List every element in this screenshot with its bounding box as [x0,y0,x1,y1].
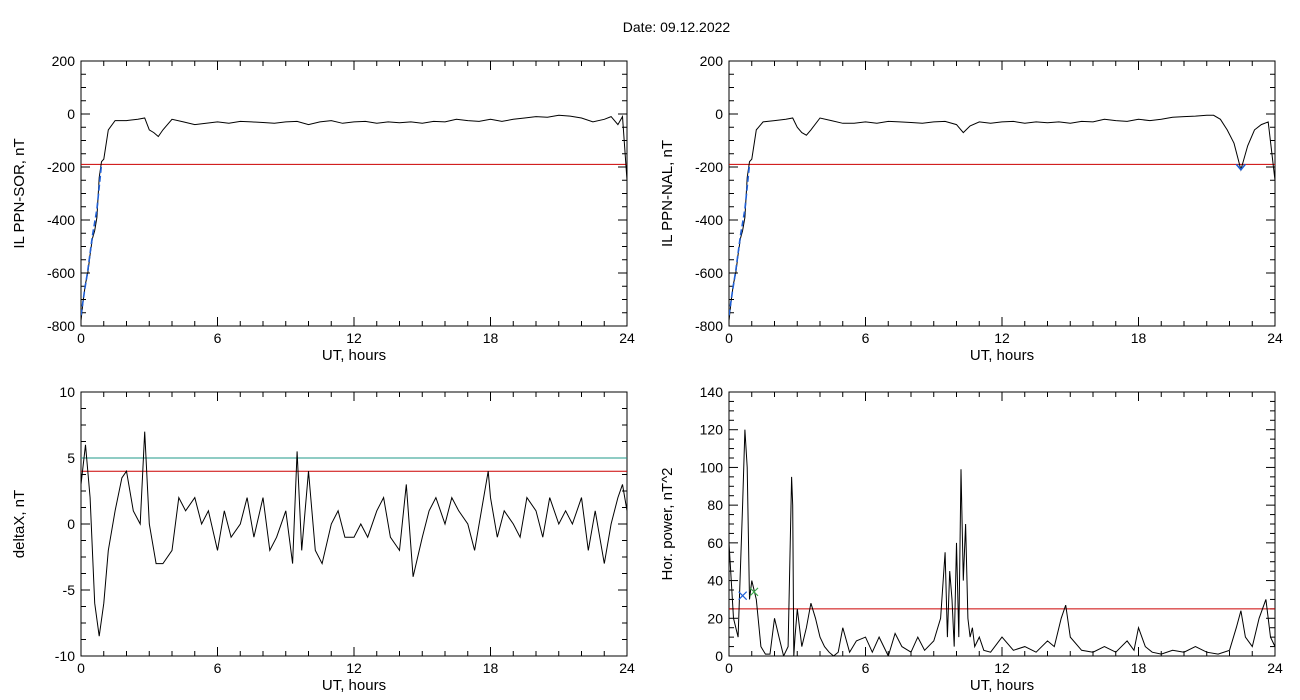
y-tick-label: -800 [695,318,723,334]
x-tick-label: 12 [994,660,1010,676]
x-axis-label: UT, hours [322,677,386,694]
series-line-black [729,114,1275,321]
series-line-blue [729,164,751,316]
series-line-black [729,429,1275,656]
y-tick-label: -600 [695,265,723,281]
x-tick-label: 6 [862,660,870,676]
x-tick-label: 24 [619,660,635,676]
y-tick-label: -5 [63,582,76,598]
x-tick-label: 24 [619,330,635,346]
x-tick-label: 18 [1131,660,1147,676]
x-tick-label: 0 [77,330,85,346]
y-tick-label: 140 [700,384,724,400]
y-tick-label: 100 [700,459,724,475]
panel-bottom-right: 0 6 12 18 24 0 20 40 60 80 100 120 140 UT, hours Hor. … [659,384,1283,694]
x-axis-label: UT, hours [970,677,1034,694]
x-axis-label: UT, hours [322,347,386,364]
y-tick-label: 10 [59,384,75,400]
y-tick-label: -400 [47,212,75,228]
y-axis-label: deltaX, nT [11,490,28,558]
y-tick-label: 20 [707,610,723,626]
y-tick-label: -600 [47,265,75,281]
y-tick-label: 80 [707,497,723,513]
series-line-blue [1235,163,1247,171]
x-tick-label: 18 [483,660,499,676]
y-tick-label: 120 [700,422,724,438]
plot-area [81,431,627,637]
series-line-black [81,114,627,321]
y-tick-label: -400 [695,212,723,228]
x-tick-label: 24 [1267,660,1283,676]
x-tick-label: 12 [346,330,362,346]
y-tick-label: 60 [707,535,723,551]
plot-area [729,114,1275,321]
y-tick-label: -200 [695,159,723,175]
marker-green [749,587,759,597]
y-tick-label: 5 [67,450,75,466]
plot-area [729,429,1275,656]
y-axis-label: IL PPN-SOR, nT [11,138,28,248]
x-tick-label: 6 [214,660,222,676]
x-axis-label: UT, hours [970,347,1034,364]
x-tick-label: 18 [483,330,499,346]
series-line-black [81,431,627,637]
x-tick-label: 18 [1131,330,1147,346]
plot-area [81,114,627,321]
y-tick-label: -10 [55,648,75,664]
y-tick-label: 200 [52,53,76,69]
panel-bottom-left: 0 6 12 18 24 -10 -5 0 5 10 UT, hours deltaX, nT [11,384,635,694]
y-tick-label: 40 [707,573,723,589]
x-tick-label: 12 [346,660,362,676]
y-tick-label: 0 [715,648,723,664]
marker-blue [738,591,748,601]
x-tick-label: 0 [725,330,733,346]
plot-frame [728,391,1276,657]
date-title: Date: 09.12.2022 [622,19,731,35]
x-tick-label: 24 [1267,330,1283,346]
y-tick-label: 0 [67,516,75,532]
panel-top-left: 0 6 12 18 24 -800 -600 -400 -200 0 200 UT, hours IL … [11,53,635,364]
x-tick-label: 0 [77,660,85,676]
plot-frame [728,60,1276,327]
x-tick-label: 6 [862,330,870,346]
y-axis-label: Hor. power, nT^2 [659,468,676,581]
y-tick-label: 200 [700,53,724,69]
x-tick-label: 12 [994,330,1010,346]
x-tick-label: 6 [214,330,222,346]
panel-top-right: 0 6 12 18 24 -800 -600 -400 -200 0 200 UT, hours IL … [659,53,1283,364]
y-axis-label: IL PPN-NAL, nT [659,140,676,247]
y-tick-label: -200 [47,159,75,175]
x-tick-label: 0 [725,660,733,676]
plot-frame [80,60,628,327]
y-tick-label: -800 [47,318,75,334]
y-tick-label: 0 [67,106,75,122]
series-line-blue [81,164,103,316]
y-tick-label: 0 [715,106,723,122]
